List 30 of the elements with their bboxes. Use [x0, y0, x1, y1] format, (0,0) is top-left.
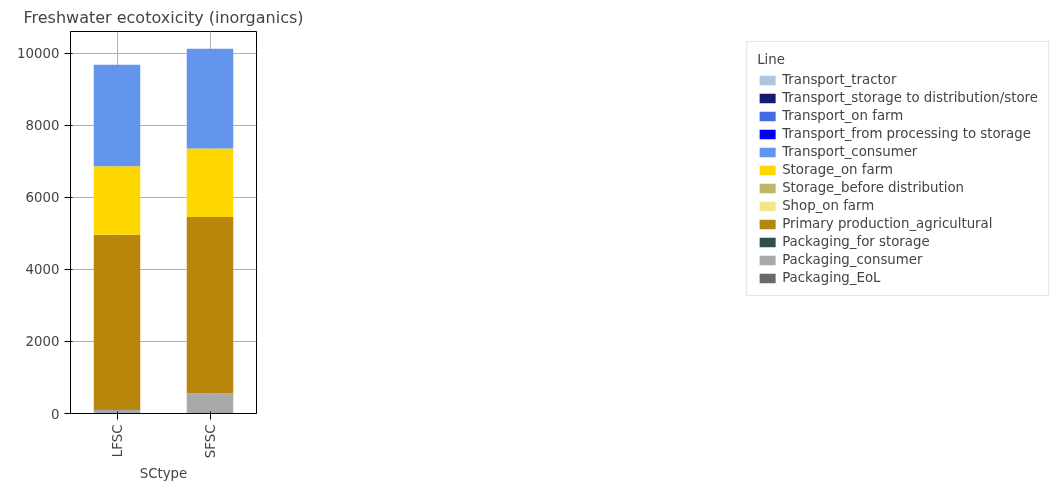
legend-label: Storage_on farm — [782, 162, 893, 177]
bar — [93, 64, 141, 167]
y-tick-label: 2000 — [25, 334, 60, 350]
legend-label: Shop_on farm — [782, 198, 875, 213]
y-tick-label: 10000 — [17, 46, 60, 62]
legend-label: Transport_on farm — [782, 108, 904, 123]
legend-label: Transport_consumer — [782, 144, 918, 159]
bar — [186, 48, 234, 149]
bar — [93, 166, 141, 235]
x-axis-title: SCtype — [139, 466, 188, 482]
y-tick-label: 0 — [51, 406, 60, 422]
legend-label: Transport_tractor — [782, 72, 897, 87]
legend-label: Transport_storage to distribution/store — [782, 90, 1038, 105]
legend-label: Transport_from processing to storage — [782, 126, 1031, 141]
y-tick-label: 6000 — [25, 190, 60, 206]
legend-label: Primary production_agricultural — [782, 216, 993, 231]
y-tick-label: 8000 — [25, 118, 60, 134]
legend-title: Line — [757, 52, 786, 67]
bar — [186, 217, 234, 394]
legend-label: Storage_before distribution — [782, 180, 965, 195]
legend-label: Packaging_for storage — [782, 234, 930, 249]
x-tick-label: LFSC — [109, 424, 125, 458]
bar — [186, 393, 234, 414]
chart-title: Freshwater ecotoxicity (inorganics) — [23, 7, 304, 27]
x-tick-label: SFSC — [202, 424, 218, 459]
bar — [186, 148, 234, 218]
legend-label: Packaging_consumer — [782, 252, 923, 267]
legend-label: Packaging_EoL — [782, 270, 881, 285]
y-tick-label: 4000 — [25, 262, 60, 278]
bar — [93, 234, 141, 410]
